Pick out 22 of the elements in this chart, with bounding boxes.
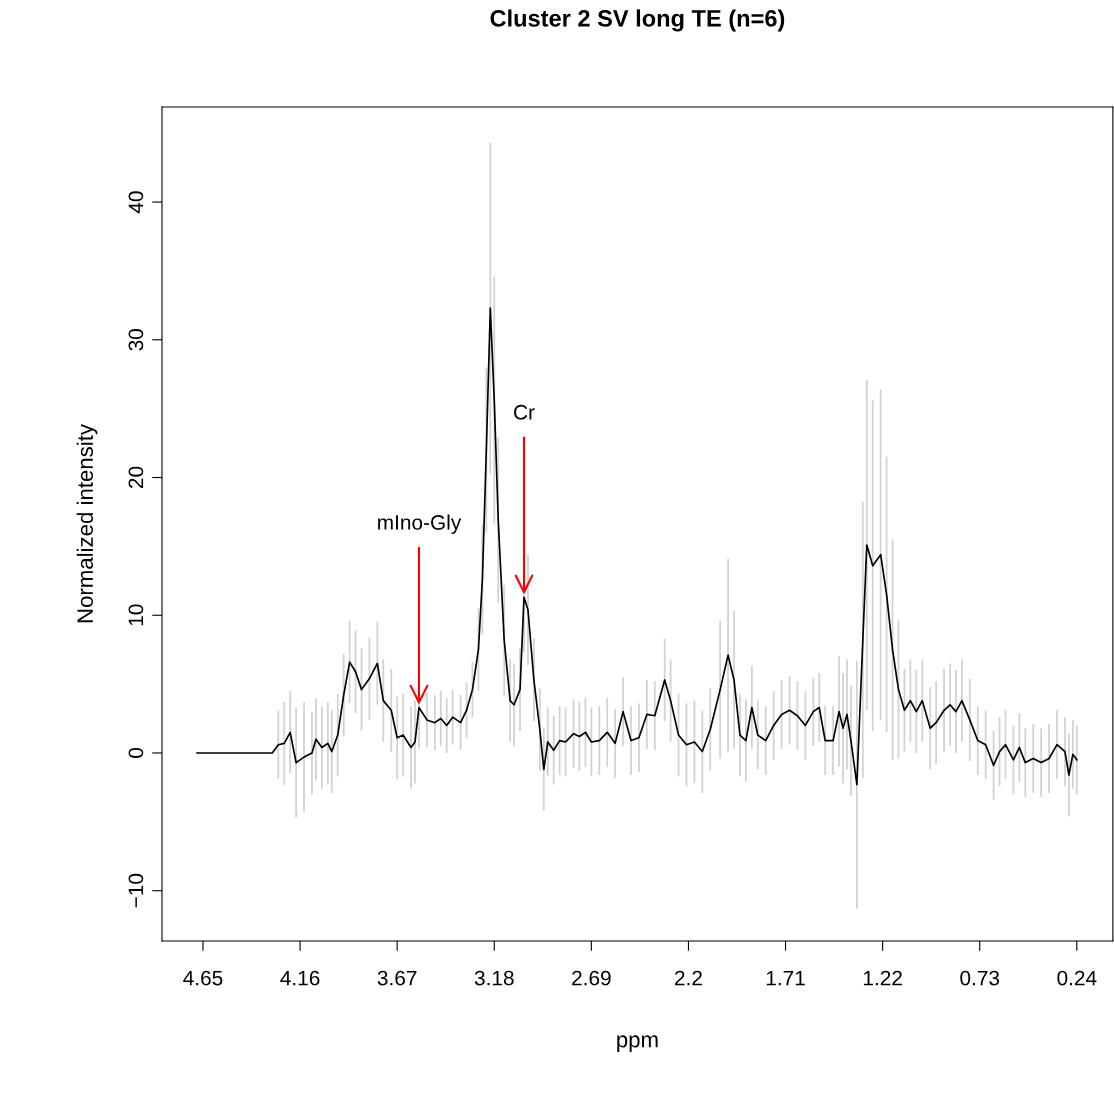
x-axis-title: ppm — [617, 1035, 658, 1052]
line-series — [196, 307, 1078, 786]
y-tick-label: 30 — [128, 329, 144, 351]
chart-title: Cluster 2 SV long TE (n=6) — [490, 9, 785, 32]
x-tick-label: 3.67 — [377, 970, 417, 986]
y-tick-label: 20 — [128, 466, 144, 489]
y-tick-label: 0 — [128, 747, 144, 758]
x-tick-label: 2.2 — [675, 970, 702, 986]
x-tick-label: 4.65 — [183, 970, 223, 986]
y-tick-label: 10 — [128, 604, 144, 626]
y-tick-label: 40 — [128, 191, 144, 214]
y-axis-title: Normalized intensity — [76, 424, 98, 623]
annotation: mIno-Gly — [378, 514, 462, 534]
x-tick-label: 0.73 — [960, 970, 1000, 986]
x-tick-label: 1.22 — [863, 970, 902, 986]
x-tick-label: 3.18 — [474, 970, 514, 986]
x-tick-label: 4.16 — [280, 970, 320, 986]
x-tick-label: 1.71 — [766, 970, 805, 986]
annotation: Cr — [514, 404, 535, 420]
x-tick-label: 2.69 — [572, 970, 611, 986]
y-tick-label: −10 — [128, 873, 144, 908]
x-tick-label: 0.24 — [1057, 970, 1097, 986]
